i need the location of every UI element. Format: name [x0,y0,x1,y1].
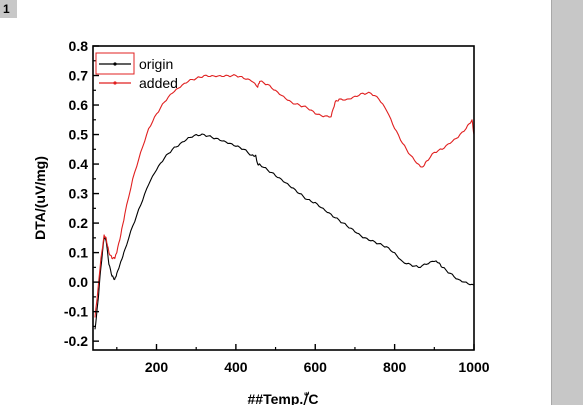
y-tick-label: 0.3 [69,186,89,202]
x-axis-title: ##Temp./ّC [248,391,319,405]
series-line-origin [94,133,475,330]
y-tick-label: 0.8 [69,38,89,54]
x-tick-label: 600 [304,359,328,375]
x-tick-label: 400 [224,359,248,375]
x-tick-label: 1000 [458,359,489,375]
y-tick-label: 0.6 [69,97,89,113]
y-tick-label: 0.1 [69,245,89,261]
y-tick-label: 0.7 [69,68,89,84]
figure-number-badge: 1 [0,0,17,18]
y-tick-label: 0.4 [69,156,89,172]
series-line-added [94,74,475,318]
legend-marker-added [113,81,117,85]
side-panel-edge [583,0,587,405]
plot-frame [92,45,475,351]
legend-marker-origin [113,62,117,66]
y-tick-label: -0.1 [64,304,88,320]
side-panel [551,0,587,405]
y-tick-label: 0.5 [69,127,89,143]
y-tick-label: 0.0 [69,274,89,290]
y-axis-title: DTA/(uV/mg) [32,156,48,240]
y-tick-label: -0.2 [64,333,88,349]
legend-box [95,52,135,75]
y-tick-label: 0.2 [69,215,89,231]
x-tick-label: 200 [145,359,169,375]
legend: origin added [95,52,178,91]
legend-label-added: added [139,75,178,91]
x-tick-label: 800 [383,359,407,375]
legend-label-origin: origin [139,56,173,72]
